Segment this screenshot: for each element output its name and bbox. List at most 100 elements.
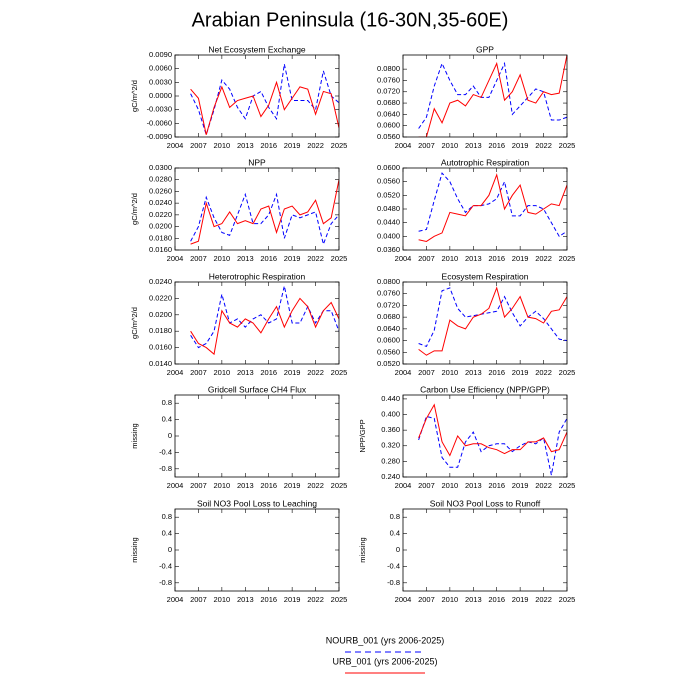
y-tick-label: 0.0000 [149,91,172,100]
y-axis-label: gC/m^2/d [130,307,139,339]
y-tick-label: 0.320 [381,441,400,450]
panel-title: Net Ecosystem Exchange [208,44,306,54]
y-tick-label: 0.440 [381,394,400,403]
x-tick-label: 2013 [465,141,482,150]
series-line [418,55,567,137]
x-tick-label: 2016 [488,141,505,150]
x-tick-label: 2025 [559,595,576,604]
x-tick-label: 2013 [465,481,482,490]
y-tick-label: 0.0640 [377,109,400,118]
x-tick-label: 2007 [418,481,435,490]
x-tick-label: 2022 [535,595,552,604]
x-tick-label: 2010 [214,141,231,150]
y-tick-label: -0.8 [159,464,172,473]
x-tick-label: 2016 [260,481,277,490]
panel-title: Heterotrophic Respiration [209,271,306,281]
y-tick-label: 0.0220 [149,293,172,302]
plot-frame [402,394,568,478]
y-tick-label: -0.0060 [147,118,172,127]
x-tick-label: 2007 [418,141,435,150]
x-tick-label: 2004 [167,141,184,150]
plot-frame [402,508,568,592]
y-tick-label: 0.8 [162,512,172,521]
panel-title: Carbon Use Efficiency (NPP/GPP) [420,384,550,394]
x-tick-label: 2019 [284,368,301,377]
x-tick-label: 2019 [284,141,301,150]
plot-frame [174,394,340,478]
y-tick-label: 0.0360 [377,245,400,254]
y-tick-label: 0.0800 [377,277,400,286]
x-tick-label: 2004 [395,254,412,263]
y-tick-label: -0.0090 [147,132,172,141]
x-tick-label: 2025 [559,254,576,263]
y-tick-label: 0.0560 [377,132,400,141]
x-tick-label: 2022 [535,254,552,263]
y-tick-label: 0.0720 [377,87,400,96]
x-tick-label: 2022 [307,481,324,490]
y-tick-label: 0.4 [162,415,172,424]
x-tick-label: 2004 [395,481,412,490]
x-tick-label: 2022 [307,254,324,263]
y-tick-label: 0.240 [381,472,400,481]
y-tick-label: 0.0030 [149,77,172,86]
plot-frame [174,281,340,365]
x-tick-label: 2019 [284,254,301,263]
x-tick-label: 2022 [307,595,324,604]
y-tick-label: 0.0180 [149,326,172,335]
y-axis-label: gC/m^2/d [130,193,139,225]
series-line [418,286,567,356]
x-tick-label: 2013 [465,368,482,377]
x-tick-label: 2025 [331,595,348,604]
x-tick-label: 2013 [465,595,482,604]
x-tick-label: 2013 [237,368,254,377]
y-tick-label: 0.0480 [377,204,400,213]
y-tick-label: 0.0200 [149,222,172,231]
y-tick-label: 0.0260 [149,186,172,195]
x-tick-label: 2016 [488,254,505,263]
y-tick-label: 0.0520 [377,190,400,199]
x-tick-label: 2019 [512,595,529,604]
y-axis-label: missing [358,537,367,562]
y-tick-label: 0.0520 [377,359,400,368]
series-line [190,179,339,245]
x-tick-label: 2007 [190,254,207,263]
series-line [190,297,339,356]
x-tick-label: 2025 [559,368,576,377]
x-tick-label: 2019 [284,481,301,490]
y-tick-label: 0 [168,545,172,554]
x-tick-label: 2016 [488,368,505,377]
x-tick-label: 2019 [512,141,529,150]
y-tick-label: 0.400 [381,410,400,419]
x-tick-label: 2019 [512,368,529,377]
x-tick-label: 2007 [190,368,207,377]
legend-label: URB_001 (yrs 2006-2025) [332,656,437,666]
y-tick-label: 0.280 [381,456,400,465]
y-tick-label: 0.0400 [377,231,400,240]
y-tick-label: -0.4 [387,561,400,570]
panel-title: Soil NO3 Pool Loss to Leaching [197,498,317,508]
y-tick-label: 0.0440 [377,218,400,227]
y-tick-label: 0.0560 [377,177,400,186]
x-tick-label: 2010 [214,368,231,377]
x-tick-label: 2013 [237,141,254,150]
x-tick-label: 2013 [465,254,482,263]
y-tick-label: 0 [396,545,400,554]
figure-title: Arabian Peninsula (16-30N,35-60E) [192,9,509,31]
y-tick-label: 0.4 [390,529,400,538]
y-tick-label: 0.0720 [377,300,400,309]
x-tick-label: 2013 [237,595,254,604]
y-tick-label: 0.4 [162,529,172,538]
x-tick-label: 2022 [535,141,552,150]
y-axis-label: NPP/GPP [358,419,367,452]
x-tick-label: 2022 [307,368,324,377]
y-tick-label: 0.0560 [377,347,400,356]
x-tick-label: 2025 [559,481,576,490]
x-tick-label: 2016 [260,595,277,604]
x-tick-label: 2007 [190,595,207,604]
x-tick-label: 2007 [418,254,435,263]
x-tick-label: 2007 [190,481,207,490]
y-tick-label: -0.0030 [147,105,172,114]
panel-title: GPP [476,44,494,54]
plot-frame [174,508,340,592]
x-tick-label: 2025 [559,141,576,150]
